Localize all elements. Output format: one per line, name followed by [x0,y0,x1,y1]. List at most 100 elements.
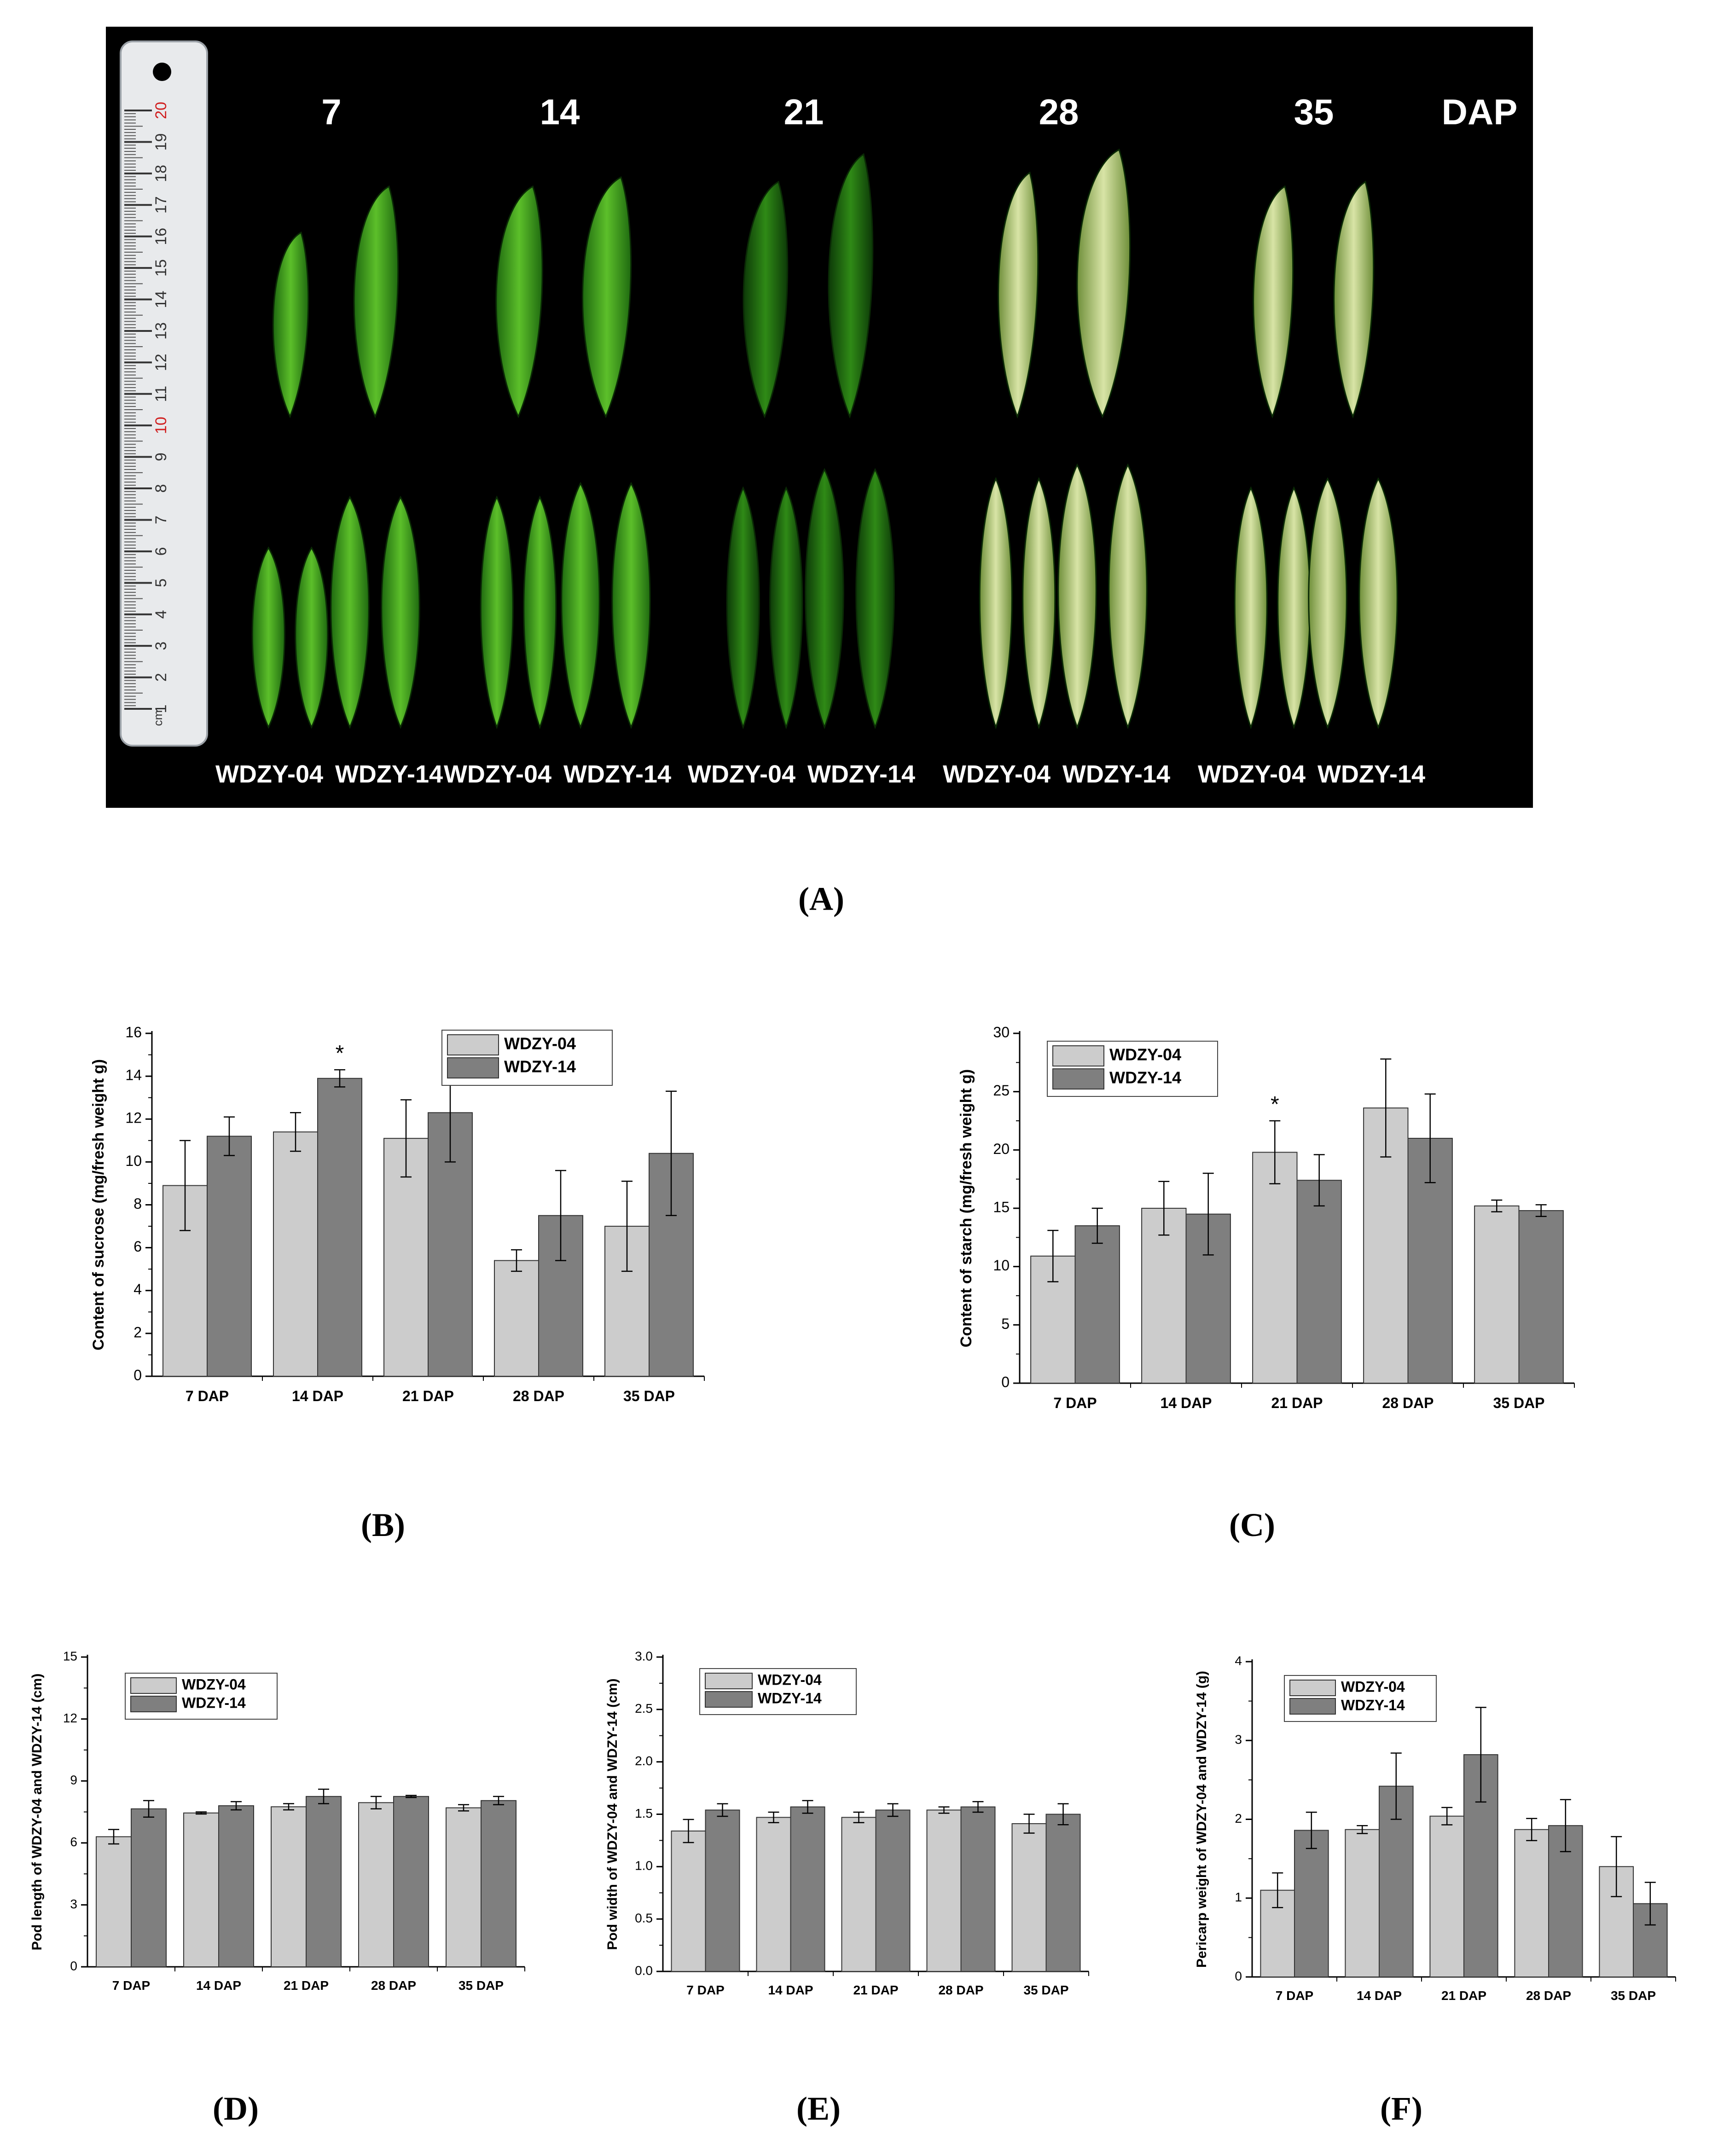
bar-wdzy-04 [96,1836,132,1968]
legend: WDZY-04 WDZY-14 [1047,1041,1218,1097]
bar-wdzy-14 [207,1136,252,1377]
panel-label-e: (E) [796,2090,841,2127]
y-tick-label: 10 [993,1257,1010,1274]
whole-pod [1333,180,1375,419]
whole-pod [1253,185,1294,419]
x-tick-label: 7 DAP [1276,1988,1313,2003]
legend-label: WDZY-14 [1341,1697,1405,1713]
ruler-number: 5 [152,579,170,587]
ruler-number: 9 [152,452,170,461]
y-tick-label: 3 [70,1897,77,1911]
legend-label: WDZY-14 [758,1690,822,1706]
x-tick-label: 21 DAP [284,1978,329,1993]
cultivar-label: WDZY-04 [444,760,551,788]
ruler-number: 16 [152,228,170,245]
legend-swatch [130,1677,177,1694]
x-tick-label: 7 DAP [1053,1395,1097,1411]
ruler: 20 19 18 17 16 15 14 13 12 11 10 9 8 7 6 5 4 3 2 1cm [120,41,208,747]
x-tick-label: 14 DAP [1357,1988,1402,2003]
split-pod-half [979,477,1013,730]
significance-marker: * [336,1041,344,1066]
panel-label-b: (B) [361,1507,405,1543]
panel-label-d: (D) [213,2090,259,2127]
bar-wdzy-04 [1474,1205,1520,1384]
bar-wdzy-14 [1074,1225,1120,1384]
legend-swatch [1289,1698,1336,1715]
ruler-number: 3 [152,642,170,650]
ruler-number: 15 [152,259,170,277]
split-pod-half [1108,463,1148,730]
x-tick-label: 7 DAP [112,1978,150,1993]
ruler-unit: cm [151,710,165,726]
x-tick-label: 35 DAP [623,1388,675,1404]
split-pod-half [295,546,329,729]
y-tick-label: 16 [125,1024,142,1040]
legend-label: WDZY-04 [758,1671,822,1688]
y-tick-label: 15 [63,1649,77,1663]
legend: WDZY-04 WDZY-14 [441,1030,613,1086]
y-tick-label: 4 [133,1281,142,1298]
x-tick-label: 21 DAP [402,1388,454,1404]
x-tick-label: 14 DAP [196,1978,241,1993]
bar-wdzy-04 [841,1817,876,1972]
split-pod-half [1277,486,1311,730]
split-pod-half [1022,477,1056,730]
cultivar-labels: WDZY-04 WDZY-14 WDZY-04 WDZY-14 WDZY-04 WDZY-… [215,760,1425,788]
ruler-number: 6 [152,547,170,556]
dap-label: 28 [1039,92,1079,132]
bar-wdzy-14 [705,1809,740,1972]
split-pod-half [523,495,557,730]
panel-label-a: (A) [798,881,844,917]
y-tick-label: 2.0 [635,1754,653,1768]
x-tick-label: 7 DAP [186,1388,229,1404]
ruler-number: 18 [152,165,170,182]
cultivar-label: WDZY-04 [1198,760,1306,788]
y-tick-label: 1.5 [635,1806,653,1820]
split-pod-half [855,468,895,730]
bar-wdzy-04 [1011,1823,1047,1972]
ruler-number: 7 [152,516,170,524]
y-tick-label: 12 [125,1110,142,1126]
split-pod-half [480,495,514,730]
bar-wdzy-14 [1518,1210,1564,1384]
ruler-number: 13 [152,322,170,340]
whole-pod [828,153,874,419]
bar-wdzy-04 [1514,1829,1549,1977]
bar-wdzy-14 [1296,1180,1342,1384]
legend-label: WDZY-04 [182,1676,246,1692]
y-tick-label: 12 [63,1711,77,1725]
y-tick-label: 0 [1235,1969,1242,1983]
y-tick-label: 8 [133,1195,142,1212]
legend-label: WDZY-14 [504,1057,576,1076]
y-axis-label: Pod width of WDZY-04 and WDZY-14 (cm) [605,1678,620,1950]
y-tick-label: 6 [70,1835,77,1849]
bar-wdzy-04 [358,1802,394,1968]
whole-pod [1076,148,1131,418]
bar-wdzy-14 [393,1796,429,1968]
chart-c: 0 5 10 15 20 25 30 Content of starch (mg/fresh … [958,1024,1575,1411]
legend-swatch [447,1034,499,1055]
y-tick-label: 5 [1001,1316,1010,1332]
y-tick-label: 0.5 [635,1911,653,1925]
legend-swatch [130,1696,177,1712]
x-tick-label: 14 DAP [768,1983,813,1997]
y-tick-label: 3 [1235,1733,1242,1747]
whole-pod [581,176,632,418]
y-tick-label: 0 [1001,1374,1010,1390]
split-pod-half [561,481,600,729]
legend: WDZY-04 WDZY-14 [125,1673,278,1720]
panel-label-c: (C) [1229,1507,1275,1543]
x-tick-label: 21 DAP [853,1983,898,1997]
y-tick-label: 4 [1235,1653,1242,1668]
bar-wdzy-04 [756,1817,791,1972]
cultivar-label: WDZY-14 [563,760,671,788]
bar-wdzy-04 [1252,1152,1298,1384]
bar-wdzy-14 [306,1796,342,1968]
cultivar-label: WDZY-14 [335,760,443,788]
legend: WDZY-04 WDZY-14 [699,1668,857,1715]
bar-wdzy-04 [671,1830,706,1972]
bar-wdzy-14 [960,1806,996,1972]
split-pod-half [1358,477,1398,729]
cultivar-label: WDZY-04 [688,760,795,788]
